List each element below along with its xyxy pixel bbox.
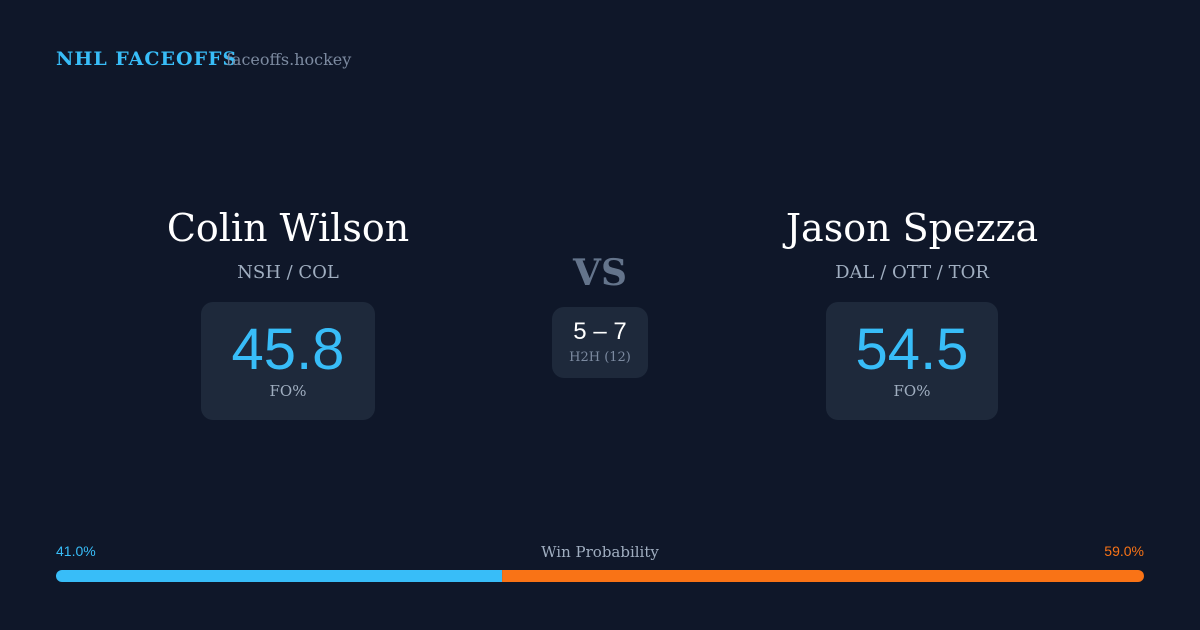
win-prob-title: Win Probability (541, 543, 659, 561)
fo-label: FO% (269, 382, 307, 400)
h2h-box (552, 307, 648, 378)
fo-pct: 54.5 (855, 317, 969, 382)
win-prob-right: 59.0% (1104, 543, 1144, 559)
brand: NHL FACEOFFS (56, 48, 238, 70)
win-prob-segment (502, 570, 1144, 582)
player-teams: DAL / OTT / TOR (835, 262, 989, 283)
h2h-label: H2H (12) (569, 350, 631, 365)
fo-label: FO% (893, 382, 931, 400)
stat-box (826, 302, 998, 420)
site: faceoffs.hockey (226, 50, 352, 69)
win-prob-segment (56, 570, 503, 582)
win-prob-bar (56, 570, 1144, 582)
vs: VS (573, 252, 627, 294)
win-prob-left: 41.0% (56, 543, 96, 559)
player-name: Colin Wilson (166, 206, 410, 250)
player-name: Jason Spezza (785, 206, 1039, 250)
fo-pct: 45.8 (231, 317, 345, 382)
h2h-score: 5 – 7 (573, 318, 627, 345)
player-teams: NSH / COL (237, 262, 339, 283)
stat-box (201, 302, 375, 420)
